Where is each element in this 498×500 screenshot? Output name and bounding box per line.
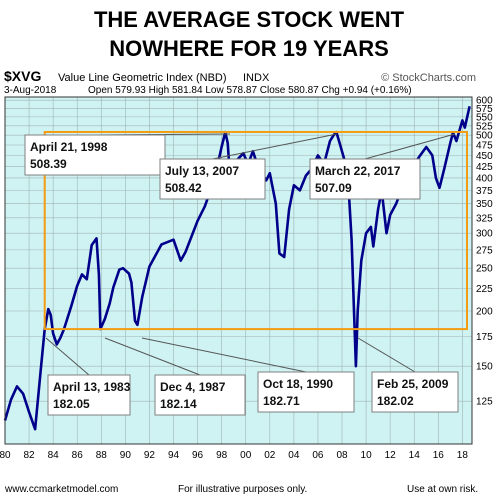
y-tick-label: 300 xyxy=(476,229,493,240)
range-box xyxy=(43,130,468,331)
annotation-callout: April 13, 1983 182.05 xyxy=(47,374,131,416)
annotation-callout: Dec 4, 1987 182.14 xyxy=(154,374,246,416)
annotation-box xyxy=(47,374,131,416)
x-tick-label: 82 xyxy=(24,450,36,461)
x-tick-label: 92 xyxy=(144,450,156,461)
footer: www.ccmarketmodel.com For illustrative p… xyxy=(4,484,478,495)
headline: THE AVERAGE STOCK WENT NOWHERE FOR 19 YE… xyxy=(94,7,405,61)
x-tick-label: 94 xyxy=(168,450,180,461)
y-tick-label: 525 xyxy=(476,121,493,132)
annotation-leader xyxy=(364,133,456,160)
x-tick-label: 80 xyxy=(0,450,11,461)
y-tick-label: 200 xyxy=(476,306,493,317)
y-tick-label: 250 xyxy=(476,264,493,275)
x-tick-label: 84 xyxy=(48,450,60,461)
annotation-value: 508.39 xyxy=(30,157,67,171)
stockcharts-brand: © StockCharts.com xyxy=(381,72,476,84)
annotation-date: April 13, 1983 xyxy=(53,380,131,394)
annotation-value: 182.05 xyxy=(53,397,90,411)
annotation-date: Dec 4, 1987 xyxy=(160,380,226,394)
annotation-value: 182.71 xyxy=(263,394,300,408)
annotation-leader xyxy=(212,133,338,160)
x-tick-label: 10 xyxy=(361,450,373,461)
x-tick-label: 86 xyxy=(72,450,84,461)
y-tick-label: 550 xyxy=(476,112,493,123)
annotation-box xyxy=(24,134,166,176)
annotation-leader xyxy=(141,337,307,373)
y-tick-label: 125 xyxy=(476,397,493,408)
annotation-date: Feb 25, 2009 xyxy=(377,377,449,391)
annotation-value: 508.42 xyxy=(165,181,202,195)
annotation-callout: March 22, 2017 507.09 xyxy=(309,158,421,200)
annotation-date: April 21, 1998 xyxy=(30,140,108,154)
y-tick-label: 450 xyxy=(476,151,493,162)
y-tick-label: 500 xyxy=(476,131,493,142)
y-tick-label: 475 xyxy=(476,141,493,152)
annotation-box xyxy=(371,371,459,413)
plot-border xyxy=(4,96,473,445)
footer-note: For illustrative purposes only. xyxy=(178,484,307,495)
annotation-callout: Oct 18, 1990 182.71 xyxy=(257,371,355,413)
y-tick-label: 375 xyxy=(476,186,493,197)
headline-line-2: NOWHERE FOR 19 YEARS xyxy=(109,36,389,61)
annotation-date: March 22, 2017 xyxy=(315,164,401,178)
headline-line-1: THE AVERAGE STOCK WENT xyxy=(94,7,405,32)
y-tick-label: 150 xyxy=(476,362,493,373)
annotations: April 21, 1998 508.39 July 13, 2007 508.42 M… xyxy=(24,134,459,416)
x-tick-label: 06 xyxy=(312,450,324,461)
symbol: $XVG xyxy=(4,68,41,84)
exchange: INDX xyxy=(243,72,270,84)
x-tick-label: 14 xyxy=(409,450,421,461)
y-tick-label: 225 xyxy=(476,284,493,295)
y-tick-label: 175 xyxy=(476,332,493,343)
annotation-box xyxy=(159,158,266,200)
chart-header: $XVG Value Line Geometric Index (NBD) IN… xyxy=(4,68,476,96)
y-tick-label: 425 xyxy=(476,162,493,173)
x-axis: 80 82 84 86 88 90 92 94 96 98 00 02 04 06 08 10 12 14 16 18 xyxy=(0,450,468,461)
x-tick-label: 00 xyxy=(240,450,252,461)
x-tick-label: 02 xyxy=(264,450,276,461)
y-tick-label: 400 xyxy=(476,173,493,184)
annotation-leader xyxy=(45,337,90,376)
x-tick-label: 08 xyxy=(336,450,348,461)
y-tick-label: 275 xyxy=(476,245,493,256)
y-tick-label: 575 xyxy=(476,104,493,115)
annotation-date: July 13, 2007 xyxy=(165,164,239,178)
x-tick-label: 16 xyxy=(433,450,445,461)
annotation-value: 507.09 xyxy=(315,181,352,195)
x-tick-label: 12 xyxy=(385,450,397,461)
annotation-box xyxy=(154,374,246,416)
annotation-callout: July 13, 2007 508.42 xyxy=(159,158,266,200)
annotation-callout: Feb 25, 2009 182.02 xyxy=(371,371,459,413)
annotation-leader xyxy=(357,337,416,373)
footer-site: www.ccmarketmodel.com xyxy=(4,484,118,495)
annotation-date: Oct 18, 1990 xyxy=(263,377,333,391)
annotation-value: 182.02 xyxy=(377,394,414,408)
x-tick-label: 88 xyxy=(96,450,108,461)
y-axis: 1251501752002252502753003253503754004254… xyxy=(476,96,493,408)
annotation-leader xyxy=(104,337,201,376)
y-tick-label: 600 xyxy=(476,96,493,107)
annotation-box xyxy=(257,371,355,413)
x-tick-label: 98 xyxy=(216,450,228,461)
footer-risk: Use at own risk. xyxy=(407,484,478,495)
annotation-callout: April 21, 1998 508.39 xyxy=(24,134,166,176)
x-tick-label: 18 xyxy=(457,450,469,461)
annotation-value: 182.14 xyxy=(160,397,197,411)
x-tick-label: 04 xyxy=(288,450,300,461)
range-box-outline xyxy=(43,130,468,331)
y-tick-label: 325 xyxy=(476,213,493,224)
x-tick-label: 90 xyxy=(120,450,132,461)
annotation-box xyxy=(309,158,421,200)
x-tick-label: 96 xyxy=(192,450,204,461)
index-name: Value Line Geometric Index (NBD) xyxy=(58,72,227,84)
y-tick-label: 350 xyxy=(476,199,493,210)
quote-values: Open 579.93 High 581.84 Low 578.87 Close… xyxy=(88,85,412,96)
quote-date: 3-Aug-2018 xyxy=(4,85,57,96)
